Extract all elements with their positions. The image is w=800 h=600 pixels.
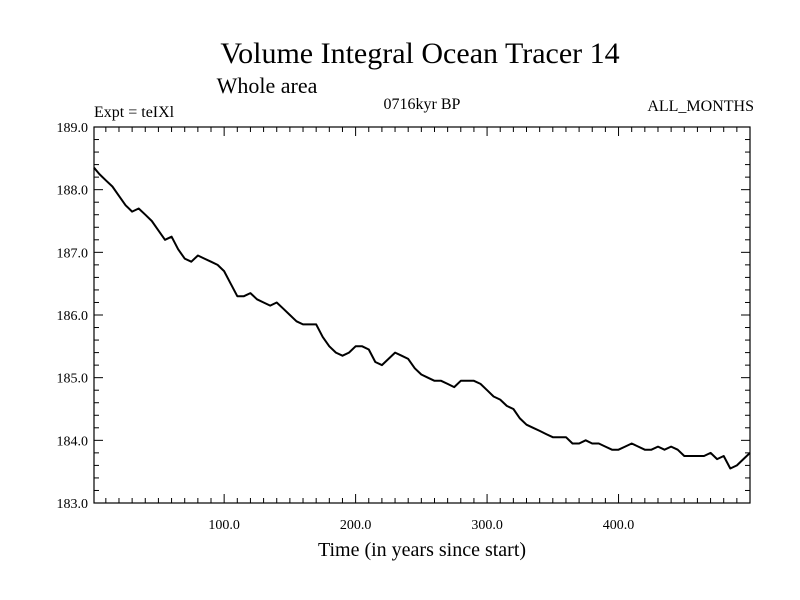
chart-subtitle: Whole area (217, 73, 318, 98)
y-tick-label: 185.0 (57, 372, 89, 387)
months-label: ALL_MONTHS (647, 98, 754, 115)
x-tick-label: 300.0 (471, 518, 503, 533)
x-tick-label: 200.0 (340, 518, 372, 533)
y-tick-label: 186.0 (57, 309, 89, 324)
axis-ticks (94, 127, 750, 503)
x-axis-title: Time (in years since start) (318, 539, 526, 561)
y-tick-label: 189.0 (57, 121, 89, 136)
plot-frame (93, 126, 751, 504)
y-tick-label: 184.0 (57, 434, 89, 449)
series-line (93, 167, 751, 470)
y-tick-label: 183.0 (57, 497, 89, 512)
x-tick-label: 100.0 (208, 518, 240, 533)
x-tick-label: 400.0 (603, 518, 635, 533)
x-tick-labels: 100.0 200.0 300.0 400.0 (208, 518, 634, 533)
y-tick-label: 188.0 (57, 184, 89, 199)
y-tick-labels: 183.0 184.0 185.0 186.0 187.0 188.0 189.0 (57, 121, 89, 512)
y-tick-label: 187.0 (57, 246, 89, 261)
experiment-label: Expt = teIXl (94, 104, 175, 121)
chart-title: Volume Integral Ocean Tracer 14 (220, 37, 619, 70)
period-label: 0716kyr BP (384, 96, 461, 113)
